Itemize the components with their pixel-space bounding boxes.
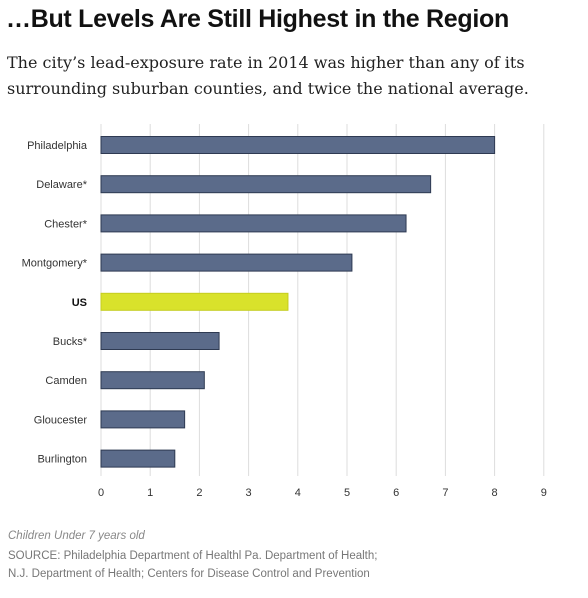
category-label-us: US — [72, 297, 87, 309]
chart-note: Children Under 7 years old — [8, 530, 145, 542]
bar-philadelphia — [100, 136, 496, 154]
tick-label-8: 8 — [492, 487, 498, 499]
source-line-2: N.J. Department of Health; Centers for D… — [8, 568, 370, 580]
category-label-gloucester: Gloucester — [34, 414, 88, 426]
bar-camden — [100, 371, 205, 390]
category-label-camden: Camden — [45, 375, 87, 387]
bar-chester — [100, 214, 407, 233]
tick-label-4: 4 — [295, 487, 301, 499]
category-labels: Philadelphia Delaware* Chester* Montgomery*… — [22, 140, 88, 466]
category-label-montgomery: Montgomery* — [22, 258, 88, 270]
tick-labels: 0 1 2 3 4 5 6 7 8 9 — [98, 487, 547, 499]
tick-label-6: 6 — [393, 487, 399, 499]
bar-delaware — [100, 175, 432, 194]
category-label-bucks: Bucks* — [53, 336, 88, 348]
bar-gloucester — [100, 410, 186, 429]
chart-source: SOURCE: Philadelphia Department of Healt… — [8, 547, 428, 583]
tick-label-3: 3 — [246, 487, 252, 499]
tick-label-5: 5 — [344, 487, 350, 499]
bar-bucks — [100, 332, 220, 350]
bar-us — [100, 292, 289, 311]
chart-subtitle: The city’s lead-exposure rate in 2014 wa… — [7, 53, 529, 98]
bar-burlington — [100, 449, 176, 468]
bars — [100, 136, 496, 468]
category-label-burlington: Burlington — [37, 454, 87, 466]
tick-label-7: 7 — [442, 487, 448, 499]
bar-montgomery — [100, 253, 353, 272]
tick-label-0: 0 — [98, 487, 104, 499]
category-label-philadelphia: Philadelphia — [27, 140, 88, 152]
tick-label-9: 9 — [541, 487, 547, 499]
chart-title: …But Levels Are Still Highest in the Reg… — [6, 5, 509, 33]
category-label-delaware: Delaware* — [36, 179, 87, 191]
source-line-1: SOURCE: Philadelphia Department of Healt… — [8, 550, 378, 562]
category-label-chester: Chester* — [44, 218, 88, 230]
tick-label-2: 2 — [196, 487, 202, 499]
tick-label-1: 1 — [147, 487, 153, 499]
bar-chart: Philadelphia Delaware* Chester* Montgomery*… — [22, 124, 547, 499]
